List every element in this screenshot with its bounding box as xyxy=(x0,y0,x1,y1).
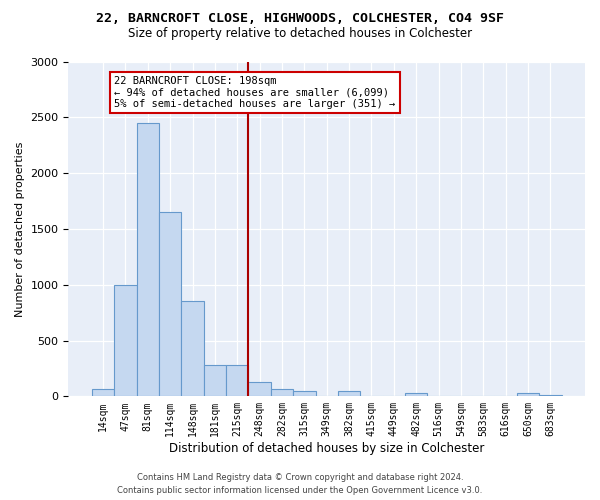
Bar xyxy=(338,391,360,396)
Bar xyxy=(204,365,226,396)
Bar xyxy=(159,212,181,396)
Bar xyxy=(181,302,204,396)
Text: Size of property relative to detached houses in Colchester: Size of property relative to detached ho… xyxy=(128,28,472,40)
X-axis label: Distribution of detached houses by size in Colchester: Distribution of detached houses by size … xyxy=(169,442,484,455)
Bar xyxy=(226,365,248,396)
Bar xyxy=(271,389,293,396)
Bar xyxy=(405,393,427,396)
Text: Contains HM Land Registry data © Crown copyright and database right 2024.
Contai: Contains HM Land Registry data © Crown c… xyxy=(118,473,482,495)
Bar xyxy=(539,395,562,396)
Bar xyxy=(114,284,137,397)
Bar xyxy=(248,382,271,396)
Bar xyxy=(517,393,539,396)
Text: 22, BARNCROFT CLOSE, HIGHWOODS, COLCHESTER, CO4 9SF: 22, BARNCROFT CLOSE, HIGHWOODS, COLCHEST… xyxy=(96,12,504,26)
Y-axis label: Number of detached properties: Number of detached properties xyxy=(15,141,25,316)
Bar xyxy=(293,391,316,396)
Bar xyxy=(92,388,114,396)
Bar xyxy=(137,123,159,396)
Text: 22 BARNCROFT CLOSE: 198sqm
← 94% of detached houses are smaller (6,099)
5% of se: 22 BARNCROFT CLOSE: 198sqm ← 94% of deta… xyxy=(114,76,395,109)
